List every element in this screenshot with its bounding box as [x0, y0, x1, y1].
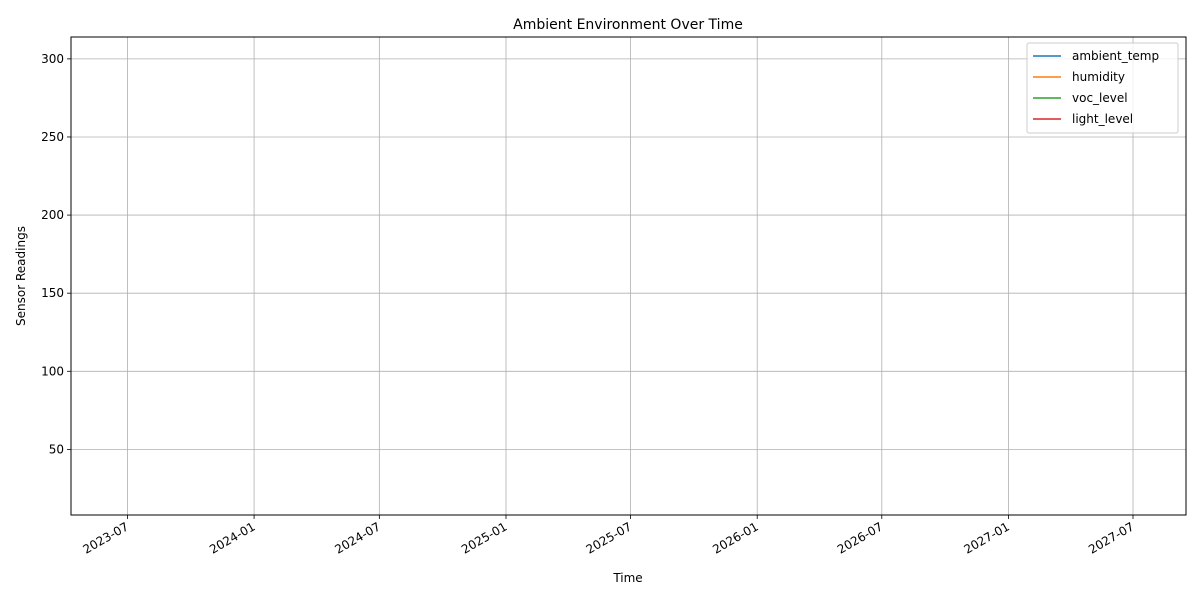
legend-label-ambient-temp: ambient_temp — [1072, 49, 1159, 63]
legend-box — [1026, 42, 1179, 134]
y-tick-label: 150 — [41, 286, 64, 300]
legend-label-humidity: humidity — [1072, 70, 1125, 84]
y-axis-label: Sensor Readings — [14, 226, 28, 326]
y-tick-label: 50 — [49, 442, 64, 456]
y-tick-label: 200 — [41, 208, 64, 222]
legend-items: ambient_temp humidity voc_level light_level — [1033, 49, 1159, 126]
y-tick-label: 100 — [41, 364, 64, 378]
chart-title: Ambient Environment Over Time — [513, 17, 743, 33]
legend-label-light-level: light_level — [1072, 112, 1133, 126]
y-axis: 50 100 150 200 250 300 — [41, 52, 71, 456]
legend: ambient_temp humidity voc_level light_level — [1026, 42, 1179, 134]
y-tick-label: 250 — [41, 130, 64, 144]
x-axis-label: Time — [612, 571, 642, 585]
plot-area-frame — [70, 36, 1187, 516]
grid-layer — [71, 37, 1186, 515]
y-tick-label: 300 — [41, 52, 64, 66]
legend-label-voc-level: voc_level — [1072, 91, 1128, 105]
